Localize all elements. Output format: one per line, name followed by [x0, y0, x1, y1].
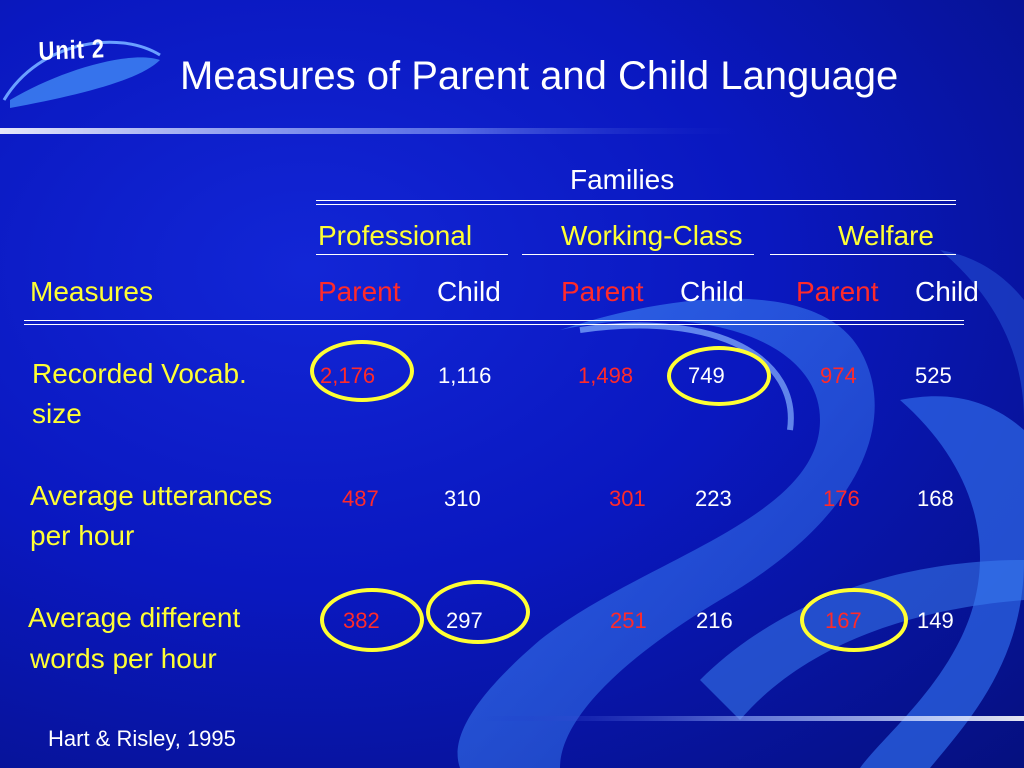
utterances-working-class-parent: 301 — [609, 486, 646, 511]
measure-different-words-line2: words per hour — [30, 643, 217, 674]
measure-vocab-line1: Recorded Vocab. — [32, 358, 247, 389]
measure-different-words-line1: Average different — [28, 602, 241, 633]
utterances-professional-parent: 487 — [342, 486, 379, 511]
header-double-rule — [24, 320, 964, 325]
working-class-child-header: Child — [680, 276, 744, 307]
highlight-circle-words-welfare-parent — [800, 588, 908, 652]
utterances-working-class-child: 223 — [695, 486, 732, 511]
words-working-class-child: 216 — [696, 608, 733, 633]
measure-utterances-line2: per hour — [30, 520, 135, 551]
utterances-welfare-parent: 176 — [823, 486, 860, 511]
families-header: Families — [570, 164, 675, 195]
utterances-professional-child: 310 — [444, 486, 481, 511]
measures-header: Measures — [30, 276, 153, 307]
vocab-professional-child: 1,116 — [438, 363, 492, 388]
highlight-circle-words-professional-child — [426, 580, 530, 644]
vocab-welfare-parent: 974 — [820, 363, 857, 388]
group-professional: Professional — [318, 220, 473, 251]
unit-badge: Unit 2 — [38, 33, 106, 66]
group-rule-professional — [316, 254, 508, 255]
words-working-class-parent: 251 — [610, 608, 647, 633]
words-welfare-child: 149 — [917, 608, 954, 633]
group-rule-welfare — [770, 254, 956, 255]
welfare-parent-header: Parent — [796, 276, 879, 307]
measure-vocab-line2: size — [32, 398, 82, 429]
source-citation: Hart & Risley, 1995 — [48, 726, 236, 751]
highlight-circle-words-professional-parent — [320, 588, 424, 652]
welfare-child-header: Child — [915, 276, 979, 307]
professional-parent-header: Parent — [318, 276, 401, 307]
utterances-welfare-child: 168 — [917, 486, 954, 511]
measure-utterances-line1: Average utterances — [30, 480, 273, 511]
group-welfare: Welfare — [838, 220, 934, 251]
highlight-circle-vocab-professional-parent — [310, 340, 414, 402]
group-working-class: Working-Class — [561, 220, 743, 251]
vocab-working-class-parent: 1,498 — [578, 363, 634, 388]
families-rule — [316, 200, 956, 205]
group-rule-working-class — [522, 254, 754, 255]
highlight-circle-vocab-working-class-child — [667, 346, 771, 406]
vocab-welfare-child: 525 — [915, 363, 952, 388]
slide-title: Measures of Parent and Child Language — [180, 54, 899, 98]
working-class-parent-header: Parent — [561, 276, 644, 307]
professional-child-header: Child — [437, 276, 501, 307]
